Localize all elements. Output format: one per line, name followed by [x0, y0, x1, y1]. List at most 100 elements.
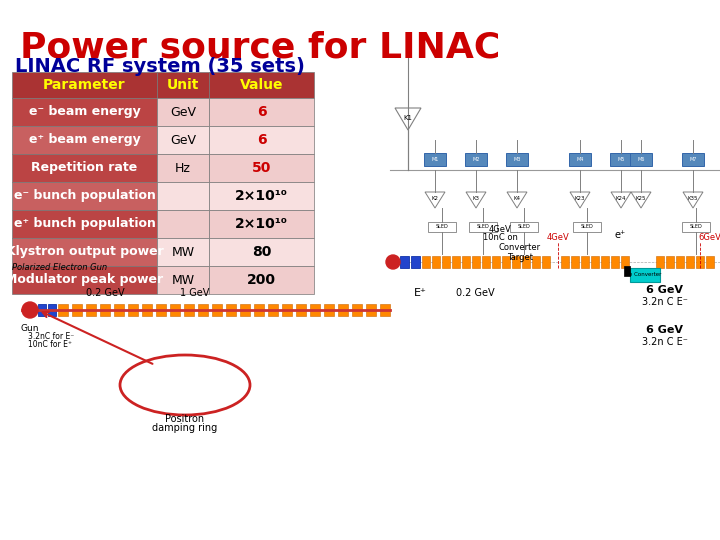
Text: 6: 6 — [257, 105, 266, 119]
Bar — [86, 304, 96, 316]
Bar — [666, 256, 674, 268]
Bar — [296, 304, 306, 316]
Text: SLED: SLED — [518, 225, 531, 230]
Text: K35: K35 — [688, 197, 698, 201]
Text: 50: 50 — [252, 161, 271, 175]
Text: SLED: SLED — [477, 225, 490, 230]
Text: Repetition rate: Repetition rate — [32, 161, 138, 174]
Text: Parameter: Parameter — [43, 78, 126, 92]
Bar — [472, 256, 480, 268]
Bar — [38, 304, 46, 316]
Bar — [532, 256, 540, 268]
Bar — [422, 256, 430, 268]
Text: 0.2 GeV: 0.2 GeV — [86, 288, 125, 298]
Bar — [184, 304, 194, 316]
Text: M6: M6 — [637, 157, 644, 162]
Text: e⁺: e⁺ — [614, 230, 626, 240]
Bar — [682, 153, 704, 166]
Bar — [58, 304, 68, 316]
Polygon shape — [611, 192, 631, 208]
Bar — [12, 154, 157, 182]
Bar — [72, 304, 82, 316]
Text: 4GeV: 4GeV — [489, 225, 511, 234]
Text: 80: 80 — [252, 245, 271, 259]
Bar — [506, 153, 528, 166]
Text: SLED: SLED — [690, 225, 703, 230]
Text: 2×10¹⁰: 2×10¹⁰ — [235, 217, 288, 231]
Text: K24: K24 — [616, 197, 626, 201]
Polygon shape — [570, 192, 590, 208]
Bar — [696, 256, 704, 268]
Text: damping ring: damping ring — [153, 423, 217, 433]
Bar — [157, 98, 209, 126]
Bar — [338, 304, 348, 316]
Bar — [352, 304, 362, 316]
Bar — [366, 304, 376, 316]
Polygon shape — [425, 192, 445, 208]
Text: Positron: Positron — [166, 414, 204, 424]
Bar — [209, 98, 314, 126]
Text: MW: MW — [171, 273, 194, 287]
Bar — [573, 222, 601, 232]
Text: M7: M7 — [689, 157, 697, 162]
Text: e⁻ bunch population: e⁻ bunch population — [14, 190, 156, 202]
Text: Target: Target — [507, 253, 533, 262]
Bar — [209, 238, 314, 266]
Bar — [226, 304, 236, 316]
Text: K1: K1 — [403, 115, 413, 121]
Bar — [630, 268, 660, 282]
Bar — [601, 256, 609, 268]
Bar — [198, 304, 208, 316]
Bar — [12, 266, 157, 294]
Bar — [48, 304, 56, 316]
Bar — [512, 256, 520, 268]
Text: 6 GeV: 6 GeV — [647, 285, 683, 295]
Text: e Converter: e Converter — [629, 273, 661, 278]
Text: SLED: SLED — [436, 225, 449, 230]
Bar — [12, 72, 157, 98]
Text: SLED: SLED — [580, 225, 593, 230]
Bar — [561, 256, 569, 268]
Bar — [100, 304, 110, 316]
Bar — [502, 256, 510, 268]
Text: 10nC on: 10nC on — [482, 233, 518, 242]
Bar — [571, 256, 579, 268]
Bar — [12, 98, 157, 126]
Text: Gun: Gun — [21, 324, 40, 333]
Text: K25: K25 — [636, 197, 647, 201]
Bar — [157, 182, 209, 210]
Bar — [209, 266, 314, 294]
Bar — [621, 256, 629, 268]
Text: K23: K23 — [575, 197, 585, 201]
Text: Converter: Converter — [499, 243, 541, 252]
Text: K3: K3 — [472, 197, 480, 201]
Bar — [209, 154, 314, 182]
Bar — [12, 238, 157, 266]
Bar — [510, 222, 538, 232]
Bar — [630, 153, 652, 166]
Text: e⁻ beam energy: e⁻ beam energy — [29, 105, 140, 118]
Text: 0.2 GeV: 0.2 GeV — [456, 288, 495, 298]
Text: GeV: GeV — [170, 105, 196, 118]
Bar — [522, 256, 530, 268]
Bar — [465, 153, 487, 166]
Bar — [12, 182, 157, 210]
Text: Unit: Unit — [167, 78, 199, 92]
Text: MW: MW — [171, 246, 194, 259]
Text: 6 GeV: 6 GeV — [647, 325, 683, 335]
Bar — [591, 256, 599, 268]
Bar — [400, 256, 409, 268]
Text: 3.2n C E⁻: 3.2n C E⁻ — [642, 337, 688, 347]
Bar — [428, 222, 456, 232]
Bar — [209, 182, 314, 210]
Text: Polarized Electron Gun: Polarized Electron Gun — [12, 263, 107, 272]
Text: E⁺: E⁺ — [413, 288, 426, 298]
Polygon shape — [395, 108, 421, 130]
Text: 6GeV: 6GeV — [698, 233, 720, 242]
Bar — [114, 304, 124, 316]
Bar — [209, 126, 314, 154]
Bar — [157, 72, 209, 98]
Bar — [432, 256, 440, 268]
Bar — [581, 256, 589, 268]
Bar — [157, 238, 209, 266]
